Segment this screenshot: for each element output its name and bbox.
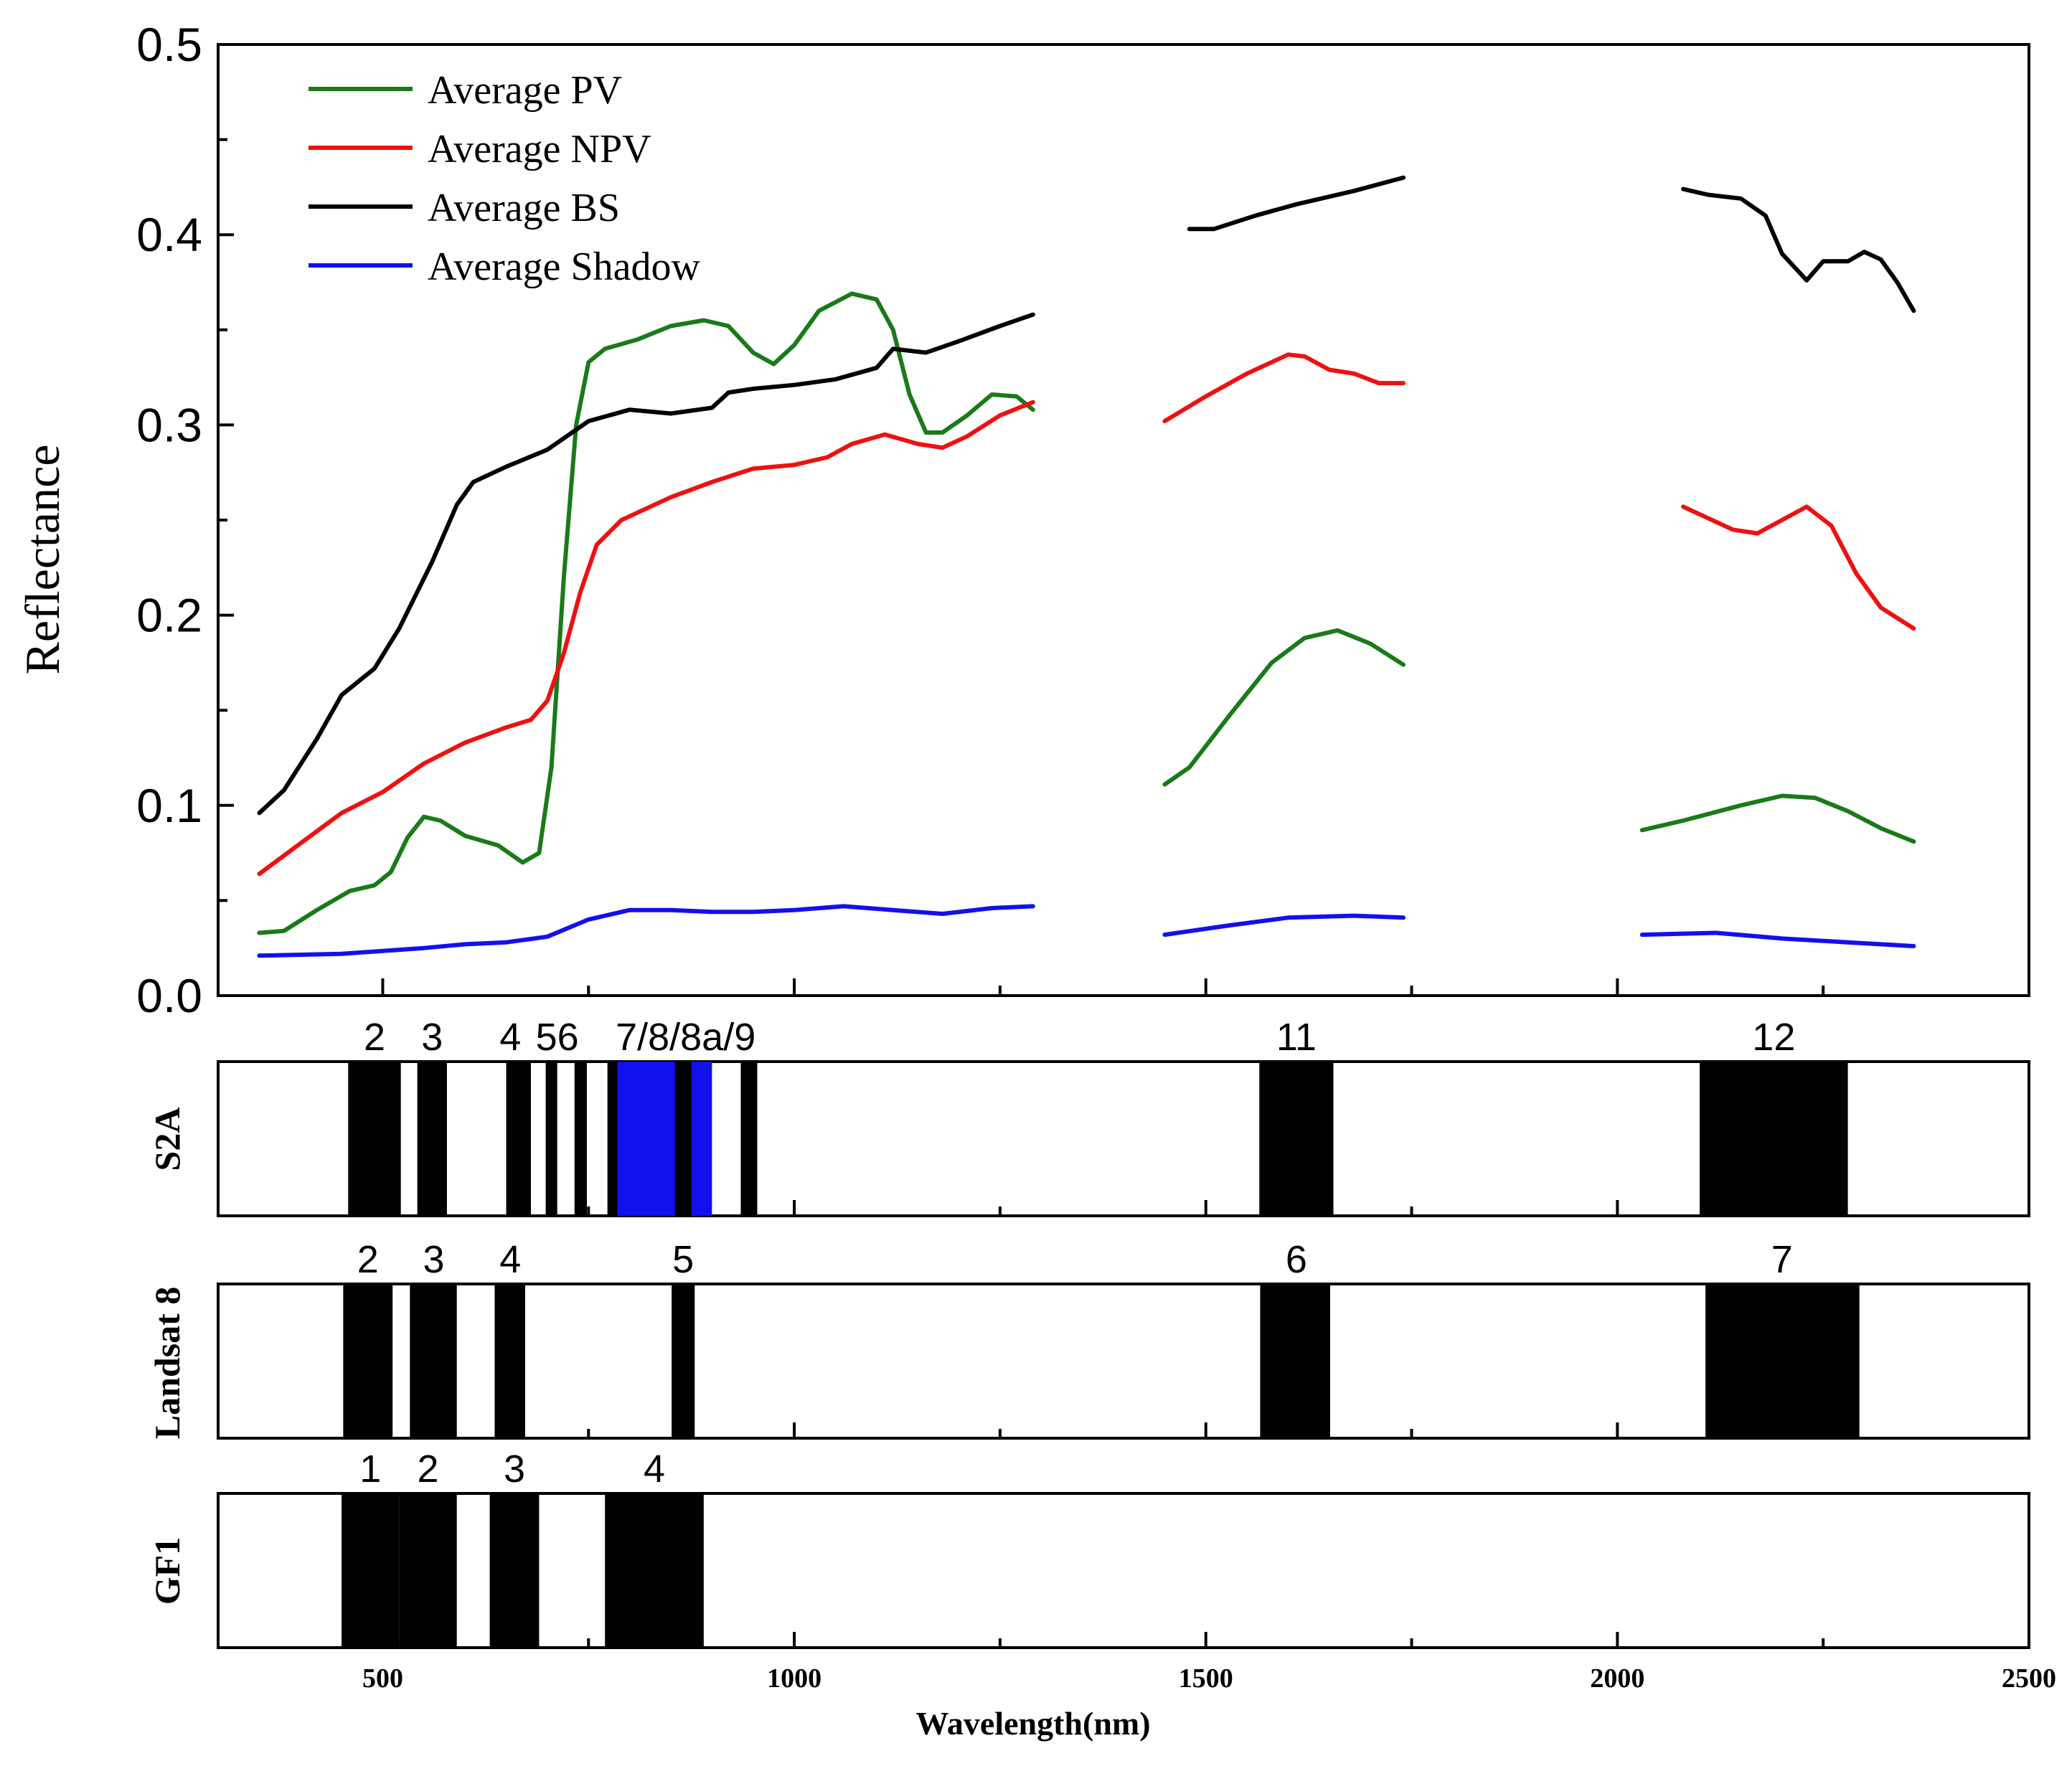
- legend-label-bs: Average BS: [428, 186, 620, 230]
- sensor-0-band-label-2: 4: [499, 1016, 521, 1059]
- sensor-2-band-3: [605, 1493, 704, 1648]
- series-1-segment-2: [1681, 504, 1916, 631]
- sensor-2-band-label-0: 1: [359, 1448, 381, 1491]
- sensor-bands-landsat8: [343, 1284, 1860, 1438]
- x-axis-label: Wavelength(nm): [915, 1705, 1150, 1742]
- x-tick-labels: 500 1000 1500 2000 2500: [362, 1663, 2056, 1694]
- legend-entry-shadow: Average Shadow: [309, 245, 701, 289]
- sensor-name-landsat8: Landsat 8: [147, 1287, 187, 1440]
- y-tick-label-5: 0.5: [136, 18, 202, 71]
- sensor-0-band-7: [674, 1062, 692, 1216]
- series-3-segment-0: [257, 904, 1035, 958]
- x-tick-label-3: 2000: [1590, 1663, 1644, 1694]
- sensor-0-band-label-5: 11: [1276, 1016, 1317, 1059]
- sensor-2-band-2: [489, 1493, 540, 1648]
- sensor-2-band-1: [399, 1493, 457, 1648]
- legend-label-shadow: Average Shadow: [428, 245, 701, 289]
- y-tick-label-0: 0.0: [136, 969, 202, 1022]
- y-tick-labels: 0.0 0.1 0.2 0.3 0.4 0.5: [136, 18, 202, 1022]
- sensor-2-band-0: [342, 1493, 400, 1648]
- sensor-bands-s2a: [348, 1062, 1848, 1216]
- sensor-1-band-label-0: 2: [357, 1238, 379, 1281]
- sensor-0-band-10: [1700, 1062, 1848, 1216]
- sensor-2-band-label-3: 4: [644, 1448, 665, 1491]
- sensor-1-band-label-4: 6: [1286, 1238, 1307, 1281]
- sensor-1-band-0: [343, 1284, 393, 1438]
- sensor-1-band-label-5: 7: [1771, 1238, 1793, 1281]
- sensor-band-labels-s2a: 2 3 4 56 7/8/8a/9 11 12: [364, 1016, 1795, 1059]
- sensor-0-band-label-6: 12: [1752, 1016, 1795, 1059]
- sensor-ticks-landsat8: [381, 1422, 2030, 1438]
- y-ticks: [218, 43, 234, 997]
- sensor-bands-gf1: [342, 1493, 704, 1648]
- sensor-0-band-label-3: 56: [536, 1016, 579, 1059]
- legend-entry-pv: Average PV: [309, 68, 622, 113]
- y-tick-label-2: 0.2: [136, 589, 202, 642]
- sensor-0-band-2: [506, 1062, 531, 1216]
- sensor-1-band-label-1: 3: [423, 1238, 445, 1281]
- legend-label-pv: Average PV: [428, 68, 622, 113]
- x-ticks-main: [381, 978, 2030, 996]
- legend-entry-npv: Average NPV: [309, 127, 651, 171]
- series-3-segment-2: [1639, 930, 1916, 948]
- sensor-0-band-9: [1259, 1062, 1334, 1216]
- series-3-segment-1: [1162, 913, 1406, 938]
- sensor-0-band-label-0: 2: [364, 1016, 385, 1059]
- sensor-2-band-label-2: 3: [504, 1448, 525, 1491]
- sensor-ticks-gf1: [381, 1632, 2030, 1648]
- series-2-segment-2: [1681, 186, 1916, 313]
- sensor-name-s2a: S2A: [147, 1108, 187, 1171]
- legend-label-npv: Average NPV: [428, 127, 651, 171]
- sensor-1-band-3: [672, 1284, 695, 1438]
- series-0-segment-0: [257, 291, 1035, 935]
- sensor-1-band-1: [410, 1284, 457, 1438]
- series-0-segment-1: [1162, 628, 1406, 787]
- series-1-segment-0: [257, 400, 1035, 877]
- legend-entry-bs: Average BS: [309, 186, 620, 230]
- x-tick-label-0: 500: [362, 1663, 403, 1694]
- x-tick-label-4: 2500: [2002, 1663, 2056, 1694]
- series-2-segment-0: [257, 312, 1035, 816]
- sensor-panel-s2a: 2 3 4 56 7/8/8a/9 11 12 S2A: [147, 1016, 2030, 1217]
- x-tick-label-2: 1500: [1179, 1663, 1233, 1694]
- sensor-0-band-3: [545, 1062, 557, 1216]
- series-0-segment-2: [1639, 793, 1916, 844]
- sensor-frame-landsat8: [217, 1283, 2030, 1440]
- y-tick-label-4: 0.4: [136, 208, 202, 261]
- sensor-1-band-5: [1705, 1284, 1860, 1438]
- sensor-1-band-label-2: 4: [499, 1238, 521, 1281]
- sensor-0-band-0: [348, 1062, 401, 1216]
- sensor-1-band-2: [494, 1284, 525, 1438]
- legend: Average PV Average NPV Average BS Averag…: [309, 68, 701, 289]
- y-tick-label-1: 0.1: [136, 779, 202, 832]
- sensor-frame-s2a: [217, 1060, 2030, 1217]
- series-layer: [257, 175, 1916, 958]
- sensor-2-band-label-1: 2: [418, 1448, 439, 1491]
- sensor-panel-landsat8: 2 3 4 5 6 7 Landsat 8: [147, 1238, 2030, 1440]
- sensor-0-band-label-4: 7/8/8a/9: [616, 1016, 755, 1059]
- series-1-segment-1: [1162, 352, 1406, 424]
- sensor-0-band-8: [740, 1062, 758, 1216]
- series-2-segment-1: [1187, 175, 1406, 232]
- sensor-frame-gf1: [217, 1492, 2030, 1649]
- sensor-1-band-4: [1260, 1284, 1330, 1438]
- sensor-1-band-label-3: 5: [672, 1238, 694, 1281]
- sensor-0-band-label-1: 3: [421, 1016, 443, 1059]
- sensor-0-band-1: [417, 1062, 447, 1216]
- sensor-band-labels-landsat8: 2 3 4 5 6 7: [357, 1238, 1793, 1281]
- y-axis-label: Reflectance: [15, 445, 70, 675]
- sensor-0-band-6: [617, 1062, 712, 1216]
- y-tick-label-3: 0.3: [136, 398, 202, 451]
- sensor-0-band-4: [574, 1062, 587, 1216]
- sensor-name-gf1: GF1: [147, 1537, 187, 1605]
- sensor-ticks-s2a: [381, 1200, 2030, 1216]
- x-tick-label-1: 1000: [767, 1663, 821, 1694]
